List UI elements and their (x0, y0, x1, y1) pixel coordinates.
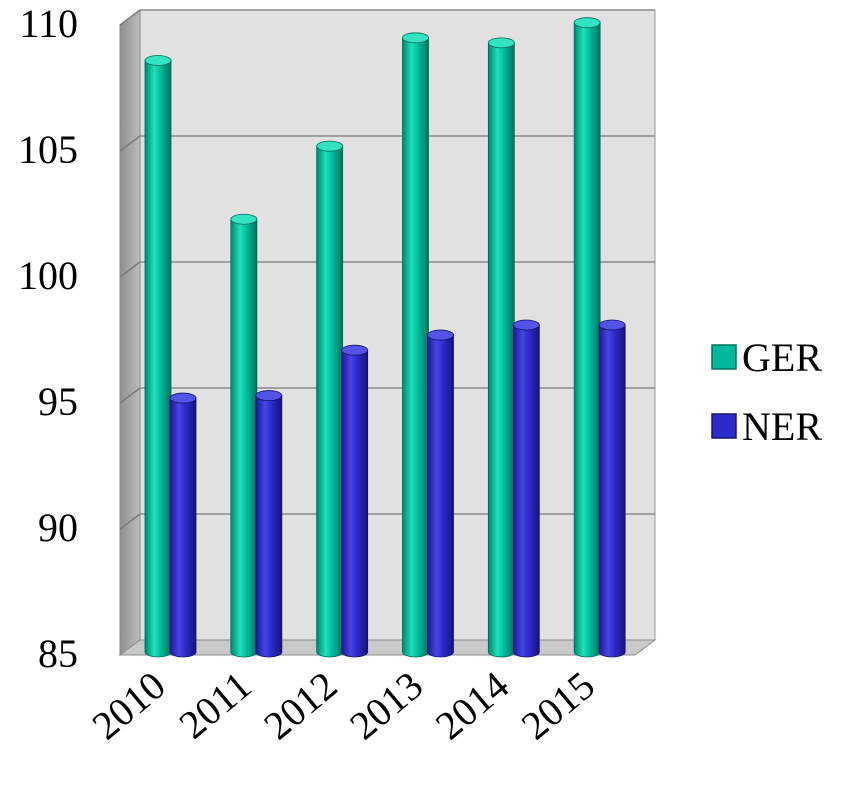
y-tick-label: 95 (38, 379, 78, 424)
legend-label-ger: GER (742, 335, 822, 380)
x-tick-label: 2015 (513, 662, 603, 748)
bar-ger-2010 (144, 55, 172, 658)
bar-ner-2013 (427, 329, 454, 658)
y-tick-label: 105 (18, 127, 78, 172)
y-tick-label: 90 (38, 505, 78, 550)
bar-ner-2015 (598, 319, 626, 658)
x-tick-label: 2014 (427, 662, 517, 748)
bar-ger-2011 (230, 213, 258, 658)
plot-side-wall (119, 9, 141, 656)
legend-label-ner: NER (742, 404, 822, 449)
legend: GER NER (711, 335, 822, 449)
x-tick-label: 2011 (171, 662, 260, 747)
bar-ner-2014 (512, 319, 540, 658)
y-tick-label: 85 (38, 631, 78, 676)
gridline-side (119, 9, 141, 26)
gridline-side (119, 261, 141, 278)
y-tick-label: 110 (19, 1, 78, 46)
y-axis-ticks: 85 90 95 100 105 110 (18, 1, 78, 676)
gridlines (119, 9, 655, 530)
y-tick-label: 100 (18, 253, 78, 298)
gridline-side (119, 513, 141, 530)
bar-ger-2014 (487, 37, 515, 658)
legend-swatch-ner (711, 413, 737, 439)
bar-ger-2015 (573, 17, 601, 658)
x-tick-label: 2010 (84, 662, 174, 748)
bar-ner-2010 (169, 392, 197, 658)
bar-ger-2013 (402, 32, 429, 658)
bar-ger-2012 (316, 140, 344, 658)
legend-swatch-ger (711, 344, 737, 370)
gridline-side (119, 135, 141, 152)
x-tick-label: 2012 (255, 662, 345, 748)
bar-ner-2012 (341, 344, 369, 658)
bar-ner-2011 (255, 390, 283, 658)
bars (144, 17, 626, 658)
x-tick-label: 2013 (341, 662, 431, 748)
gridline-side (119, 387, 141, 404)
